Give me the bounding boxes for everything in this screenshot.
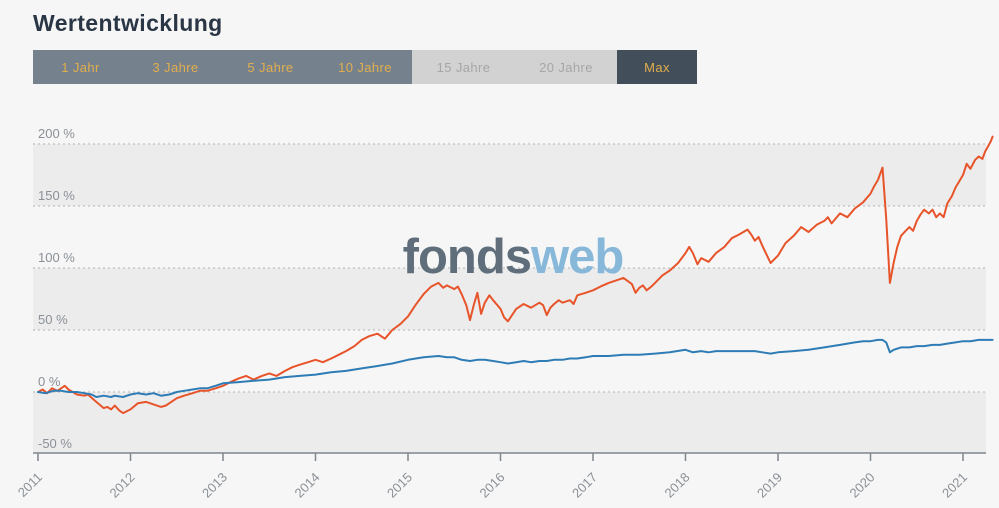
y-tick-label: 50 % bbox=[38, 312, 68, 327]
y-tick-label: 150 % bbox=[38, 188, 75, 203]
period-button-20jahre: 20 Jahre bbox=[515, 50, 617, 84]
y-tick-label: -50 % bbox=[38, 436, 72, 451]
series-blue-line bbox=[37, 338, 994, 398]
fondsweb-watermark: fondsweb bbox=[403, 230, 624, 284]
x-tick-label: 2011 bbox=[15, 470, 45, 500]
plot-band bbox=[33, 144, 986, 206]
x-tick-label: 2012 bbox=[107, 470, 138, 501]
series-orange-line bbox=[37, 135, 994, 415]
period-button-10jahre[interactable]: 10 Jahre bbox=[318, 50, 412, 84]
period-button-15jahre: 15 Jahre bbox=[412, 50, 515, 84]
y-tick-label: 0 % bbox=[38, 374, 61, 389]
x-axis: 2011 2012 2013 2014 2015 2016 2017 2018 2019 2020… bbox=[15, 452, 986, 501]
x-tick-label: 2013 bbox=[199, 470, 230, 501]
x-tick-label: 2017 bbox=[569, 470, 600, 501]
period-toolbar: 1 Jahr 3 Jahre 5 Jahre 10 Jahre 15 Jahre… bbox=[33, 50, 697, 84]
x-tick-label: 2014 bbox=[292, 470, 323, 501]
x-tick-label: 2019 bbox=[754, 470, 785, 501]
period-button-3jahre[interactable]: 3 Jahre bbox=[128, 50, 223, 84]
y-tick-label: 200 % bbox=[38, 126, 75, 141]
x-tick-label: 2018 bbox=[662, 470, 693, 501]
x-tick-label: 2016 bbox=[477, 470, 508, 501]
x-tick-label: 2021 bbox=[939, 470, 970, 501]
y-tick-label: 100 % bbox=[38, 250, 75, 265]
x-tick-label: 2020 bbox=[847, 470, 878, 501]
period-button-5jahre[interactable]: 5 Jahre bbox=[223, 50, 318, 84]
plot-band bbox=[33, 392, 986, 453]
period-button-max[interactable]: Max bbox=[617, 50, 697, 84]
x-tick-label: 2015 bbox=[384, 470, 415, 501]
plot-bands bbox=[33, 144, 986, 453]
period-button-1jahr[interactable]: 1 Jahr bbox=[33, 50, 128, 84]
gridlines bbox=[33, 143, 986, 393]
page-title: Wertentwicklung bbox=[33, 10, 223, 36]
y-axis-labels: 200 % 150 % 100 % 50 % 0 % -50 % bbox=[38, 126, 75, 451]
